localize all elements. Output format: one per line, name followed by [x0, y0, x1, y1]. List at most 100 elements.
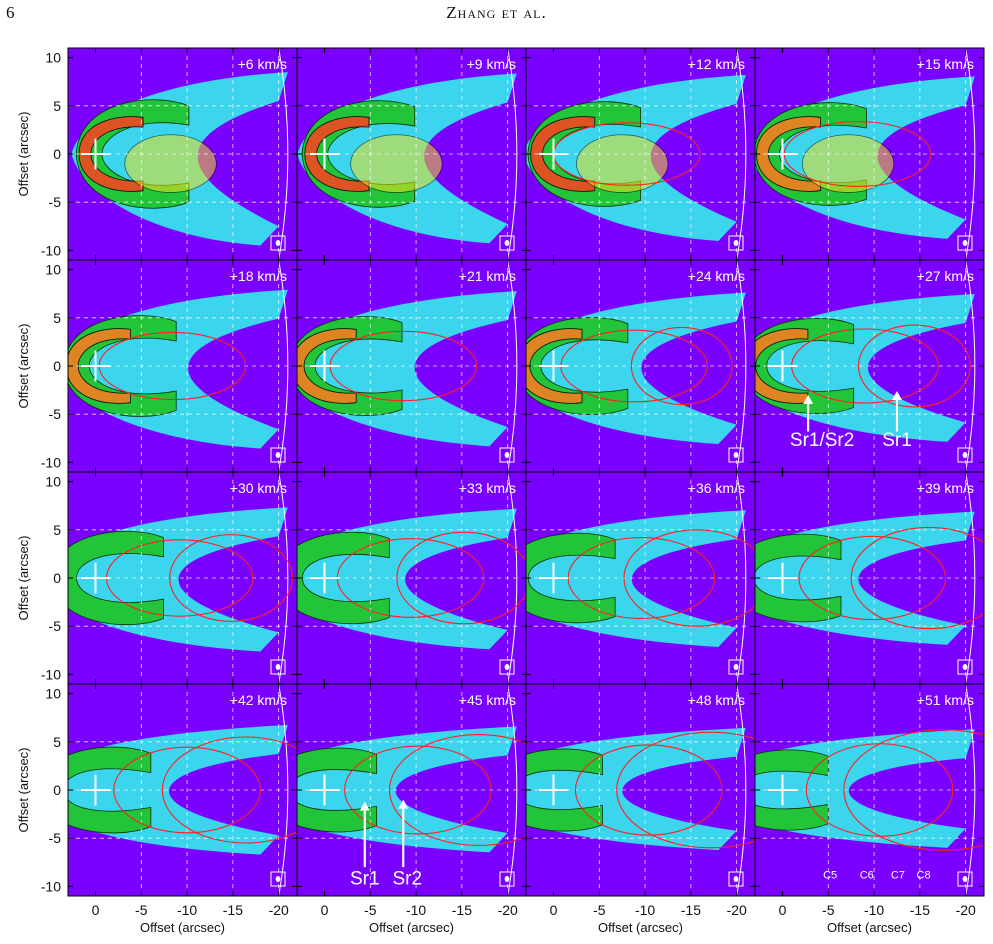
running-head: Zhang et al. [446, 3, 547, 22]
primary-beam-arc [507, 684, 518, 896]
x-tick-label: -20 [498, 902, 518, 918]
beam-box [728, 447, 744, 463]
primary-beam-arc [965, 684, 976, 896]
annotation-label: Sr1 [350, 868, 380, 889]
velocity-label: +24 km/s [688, 268, 745, 284]
x-tick-label: 0 [550, 902, 558, 918]
channel-panel [297, 472, 526, 684]
x-tick-label: -15 [910, 902, 930, 918]
y-tick-label: 5 [53, 98, 61, 114]
x-tick-label: -5 [593, 902, 606, 918]
x-tick-label: -10 [406, 902, 426, 918]
model-ellipse [161, 736, 297, 844]
y-tick-label: -10 [41, 666, 61, 682]
velocity-label: +36 km/s [688, 480, 745, 496]
channel-panel [755, 48, 984, 260]
beam-box [270, 235, 286, 251]
model-ellipse [396, 531, 526, 625]
beam-ellipse [962, 876, 968, 882]
beam-box [270, 447, 286, 463]
annotation-label: Sr1 [882, 430, 912, 451]
x-tick-label: -10 [635, 902, 655, 918]
primary-beam-arc [507, 260, 518, 472]
x-tick-label: -5 [822, 902, 835, 918]
primary-beam-arc [278, 48, 289, 260]
y-axis-label: Offset (arcsec) [16, 323, 31, 408]
annotation-arrow [359, 801, 370, 811]
channel-panel [526, 260, 755, 472]
y-tick-label: 10 [45, 474, 61, 490]
channel-panel [526, 48, 755, 260]
annotation-arrow [891, 391, 902, 401]
beam-ellipse [962, 664, 968, 670]
velocity-label: +33 km/s [459, 480, 516, 496]
y-axis-label: Offset (arcsec) [16, 111, 31, 196]
y-tick-label: 5 [53, 310, 61, 326]
x-tick-label: -10 [177, 902, 197, 918]
model-ellipse [623, 529, 755, 627]
beam-box [728, 659, 744, 675]
annotation-label: C8 [917, 870, 931, 882]
x-tick-label: 0 [92, 902, 100, 918]
y-tick-label: 10 [45, 686, 61, 702]
beam-box [499, 659, 515, 675]
x-tick-label: 0 [321, 902, 329, 918]
y-tick-label: -5 [49, 618, 62, 634]
x-tick-label: 0 [779, 902, 787, 918]
channel-panel [68, 684, 297, 896]
y-tick-label: 10 [45, 262, 61, 278]
y-tick-label: 0 [53, 782, 61, 798]
velocity-label: +12 km/s [688, 56, 745, 72]
x-axis-label: Offset (arcsec) [140, 920, 225, 935]
beam-ellipse [275, 876, 281, 882]
primary-beam-arc [507, 48, 518, 260]
x-tick-label: -20 [727, 902, 747, 918]
emission-shell [297, 747, 378, 833]
channel-panel [297, 260, 526, 472]
x-tick-label: -5 [135, 902, 148, 918]
primary-beam-arc [278, 684, 289, 896]
beam-ellipse [275, 452, 281, 458]
beam-box [728, 871, 744, 887]
channel-panel [297, 48, 526, 260]
beam-box [957, 871, 973, 887]
velocity-label: +9 km/s [467, 56, 516, 72]
y-tick-label: 5 [53, 522, 61, 538]
x-axis-label: Offset (arcsec) [369, 920, 454, 935]
emission-shell [297, 531, 390, 625]
y-tick-label: -10 [41, 242, 61, 258]
y-tick-label: -10 [41, 878, 61, 894]
x-tick-label: -10 [864, 902, 884, 918]
annotation-label: C5 [823, 870, 837, 882]
channel-panel [526, 472, 755, 684]
model-ellipse [344, 745, 492, 835]
channel-panel [68, 260, 297, 472]
x-tick-label: -15 [223, 902, 243, 918]
model-ellipse [857, 324, 971, 408]
beam-box [270, 659, 286, 675]
beam-ellipse [962, 452, 968, 458]
emission-knot [350, 134, 443, 193]
emission-shell [68, 746, 152, 834]
y-tick-label: 0 [53, 358, 61, 374]
annotation-arrow [398, 799, 409, 809]
beam-ellipse [504, 664, 510, 670]
beam-box [270, 871, 286, 887]
annotation-label: Sr2 [392, 868, 422, 889]
beam-ellipse [733, 664, 739, 670]
velocity-label: +48 km/s [688, 692, 745, 708]
primary-beam-arc [736, 260, 747, 472]
annotation-label: C6 [860, 870, 874, 882]
velocity-label: +15 km/s [917, 56, 974, 72]
velocity-label: +30 km/s [230, 480, 287, 496]
channel-panel [297, 684, 526, 896]
beam-ellipse [733, 240, 739, 246]
emission-peak [297, 328, 357, 404]
beam-ellipse [504, 876, 510, 882]
annotation-label: Sr1/Sr2 [790, 430, 854, 451]
x-tick-label: -15 [452, 902, 472, 918]
page-number: 6 [6, 3, 15, 22]
beam-box [499, 447, 515, 463]
x-axis-label: Offset (arcsec) [827, 920, 912, 935]
y-tick-label: -5 [49, 830, 62, 846]
